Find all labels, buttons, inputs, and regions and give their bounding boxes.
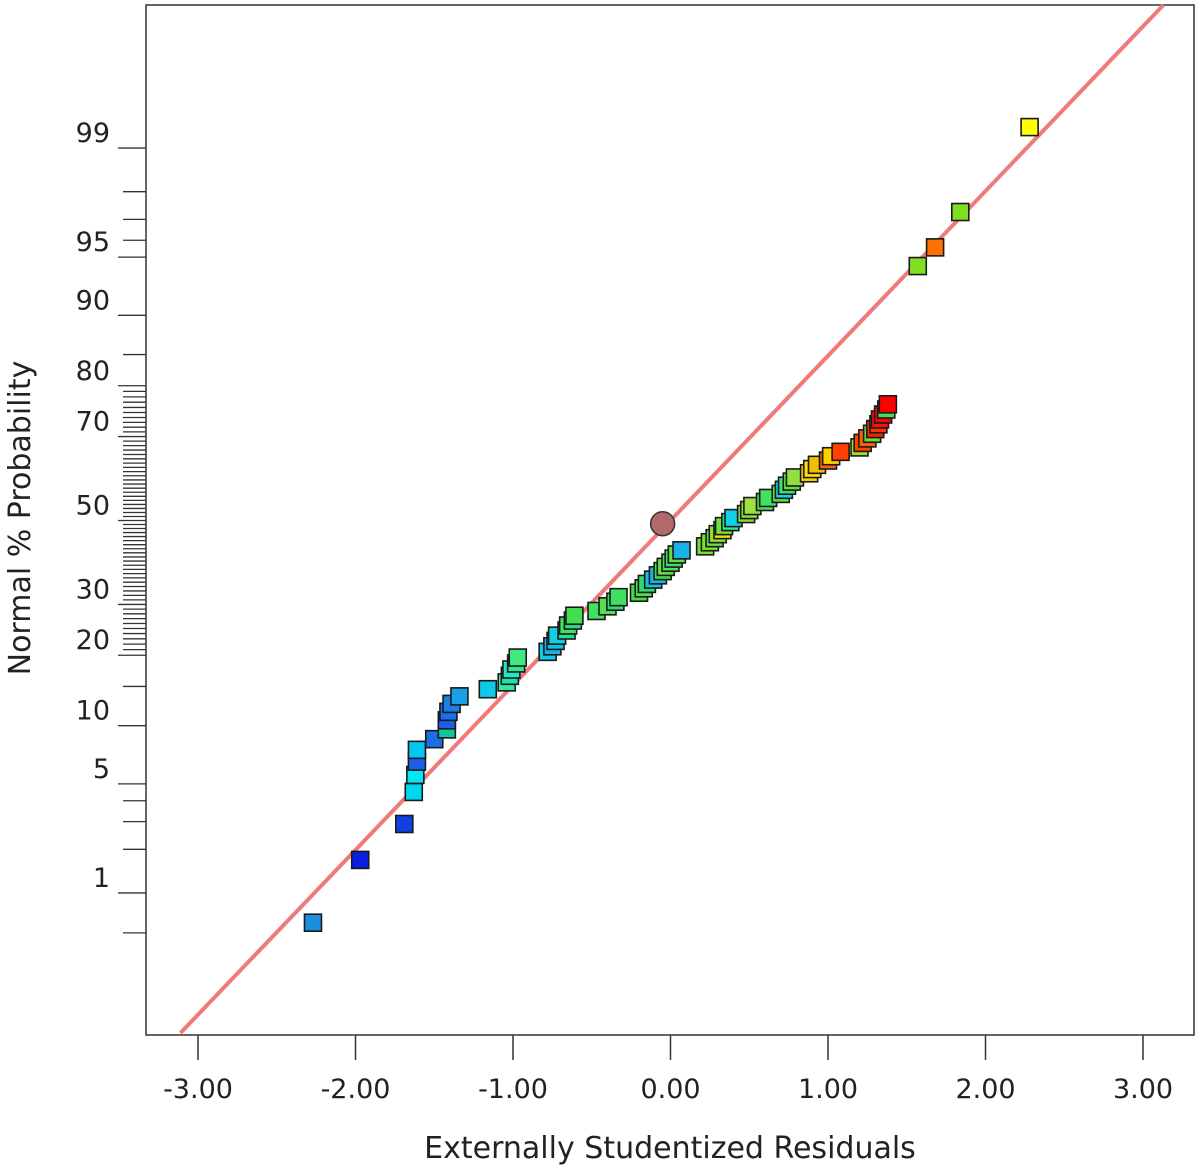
data-point: [450, 687, 469, 706]
data-point: [925, 238, 945, 257]
x-tick-label: 0.00: [640, 1074, 700, 1105]
y-tick-label: 10: [76, 696, 110, 727]
y-tick-label: 80: [76, 356, 110, 387]
y-tick-label: 1: [93, 863, 110, 894]
y-axis-title: Normal % Probability: [3, 361, 38, 676]
data-point: [950, 202, 970, 222]
data-point: [407, 740, 427, 760]
y-tick-label: 99: [76, 118, 110, 149]
x-tick-label: -3.00: [163, 1074, 233, 1105]
x-axis-title: Externally Studentized Residuals: [424, 1131, 916, 1166]
x-axis: -3.00 -2.00 -1.00 0.00 1.00 2.00 3.00: [163, 1035, 1173, 1105]
data-point: [565, 606, 584, 626]
data-point: [303, 913, 323, 932]
y-tick-label: 95: [76, 227, 110, 258]
data-point: [508, 648, 528, 667]
data-point: [1020, 117, 1039, 137]
x-tick-label: -2.00: [321, 1074, 391, 1105]
y-axis: 1 5 10 20 30 50 70 80 90 95 99: [76, 118, 146, 934]
y-tick-label: 50: [76, 491, 110, 522]
y-tick-label: 90: [76, 285, 110, 316]
y-tick-label: 20: [76, 625, 110, 656]
x-tick-label: -1.00: [478, 1074, 548, 1105]
x-tick-label: 3.00: [1113, 1074, 1173, 1105]
x-tick-label: 1.00: [798, 1074, 858, 1105]
data-point: [831, 442, 850, 462]
data-point: [878, 395, 898, 414]
x-tick-label: 2.00: [955, 1074, 1015, 1105]
data-point: [609, 587, 628, 607]
data-point: [672, 541, 691, 560]
data-point: [395, 814, 414, 834]
y-tick-label: 30: [76, 574, 110, 605]
y-tick-label: 70: [76, 407, 110, 438]
data-point: [404, 782, 424, 802]
data-point: [908, 256, 928, 276]
points-layer: [303, 117, 1039, 932]
highlight-point: [649, 510, 676, 537]
y-tick-label: 5: [93, 754, 110, 785]
data-point: [350, 850, 370, 870]
data-point: [478, 679, 498, 699]
